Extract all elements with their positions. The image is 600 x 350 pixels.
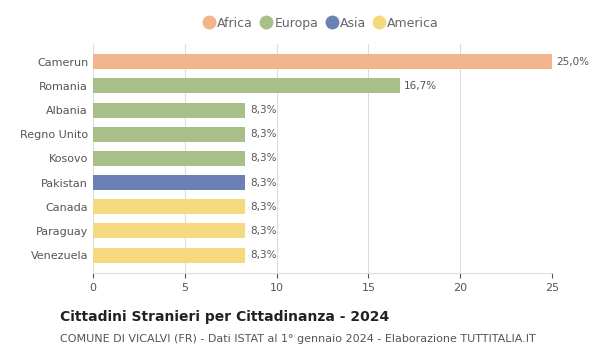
Text: 8,3%: 8,3% <box>250 250 277 260</box>
Text: Cittadini Stranieri per Cittadinanza - 2024: Cittadini Stranieri per Cittadinanza - 2… <box>60 310 389 324</box>
Bar <box>93 151 245 166</box>
Bar <box>93 78 400 93</box>
Bar <box>93 223 245 238</box>
Text: 16,7%: 16,7% <box>404 81 437 91</box>
Bar <box>93 175 245 190</box>
Text: 8,3%: 8,3% <box>250 202 277 212</box>
Text: COMUNE DI VICALVI (FR) - Dati ISTAT al 1° gennaio 2024 - Elaborazione TUTTITALIA: COMUNE DI VICALVI (FR) - Dati ISTAT al 1… <box>60 334 536 344</box>
Text: 8,3%: 8,3% <box>250 129 277 139</box>
Text: 8,3%: 8,3% <box>250 226 277 236</box>
Text: 8,3%: 8,3% <box>250 177 277 188</box>
Legend: Africa, Europa, Asia, America: Africa, Europa, Asia, America <box>202 13 443 34</box>
Bar <box>93 247 245 262</box>
Bar <box>93 127 245 142</box>
Text: 8,3%: 8,3% <box>250 153 277 163</box>
Text: 25,0%: 25,0% <box>557 57 590 66</box>
Bar <box>93 54 552 69</box>
Bar <box>93 199 245 214</box>
Bar <box>93 103 245 118</box>
Text: 8,3%: 8,3% <box>250 105 277 115</box>
